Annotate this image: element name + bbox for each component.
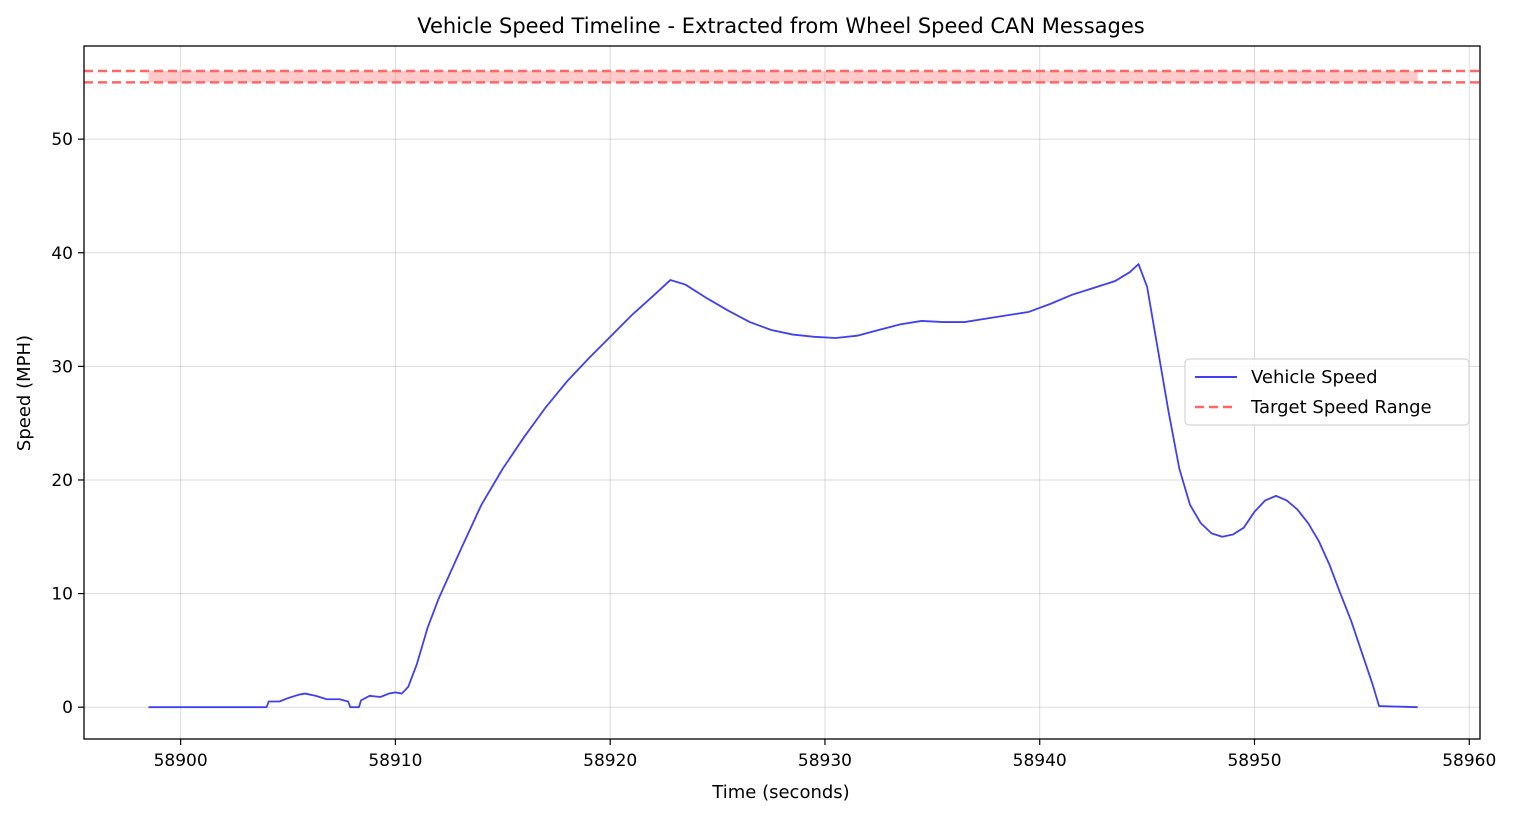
y-axis-label: Speed (MPH) bbox=[14, 335, 35, 451]
legend-label-target-speed-range: Target Speed Range bbox=[1250, 397, 1432, 418]
vehicle-speed-line bbox=[148, 263, 1418, 709]
x-axis-label: Time (seconds) bbox=[711, 782, 849, 803]
legend-label-vehicle-speed: Vehicle Speed bbox=[1251, 367, 1378, 388]
tick-layer: 58900 58910 58920 58930 58940 58950 58960 0 10 20… bbox=[51, 130, 1496, 771]
y-tick-label: 50 bbox=[51, 130, 73, 150]
y-tick-label: 30 bbox=[51, 357, 73, 377]
x-tick-label: 58960 bbox=[1442, 751, 1496, 771]
y-tick-label: 0 bbox=[62, 698, 73, 718]
plot-frame bbox=[83, 45, 1481, 740]
series-layer bbox=[148, 263, 1418, 709]
x-tick-label: 58930 bbox=[798, 751, 852, 771]
x-tick-label: 58910 bbox=[368, 751, 422, 771]
y-tick-label: 10 bbox=[51, 585, 73, 605]
x-tick-label: 58950 bbox=[1227, 751, 1281, 771]
x-tick-label: 58940 bbox=[1013, 751, 1067, 771]
x-tick-label: 58920 bbox=[583, 751, 637, 771]
y-tick-label: 40 bbox=[51, 244, 73, 264]
legend-box bbox=[1184, 358, 1470, 426]
x-tick-label: 58900 bbox=[154, 751, 208, 771]
y-tick-label: 20 bbox=[51, 471, 73, 491]
target-speed-band bbox=[148, 70, 1418, 83]
legend: Vehicle Speed Target Speed Range bbox=[1184, 358, 1470, 426]
chart-title: Vehicle Speed Timeline - Extracted from … bbox=[417, 14, 1145, 38]
target-band-layer bbox=[84, 69, 1480, 84]
